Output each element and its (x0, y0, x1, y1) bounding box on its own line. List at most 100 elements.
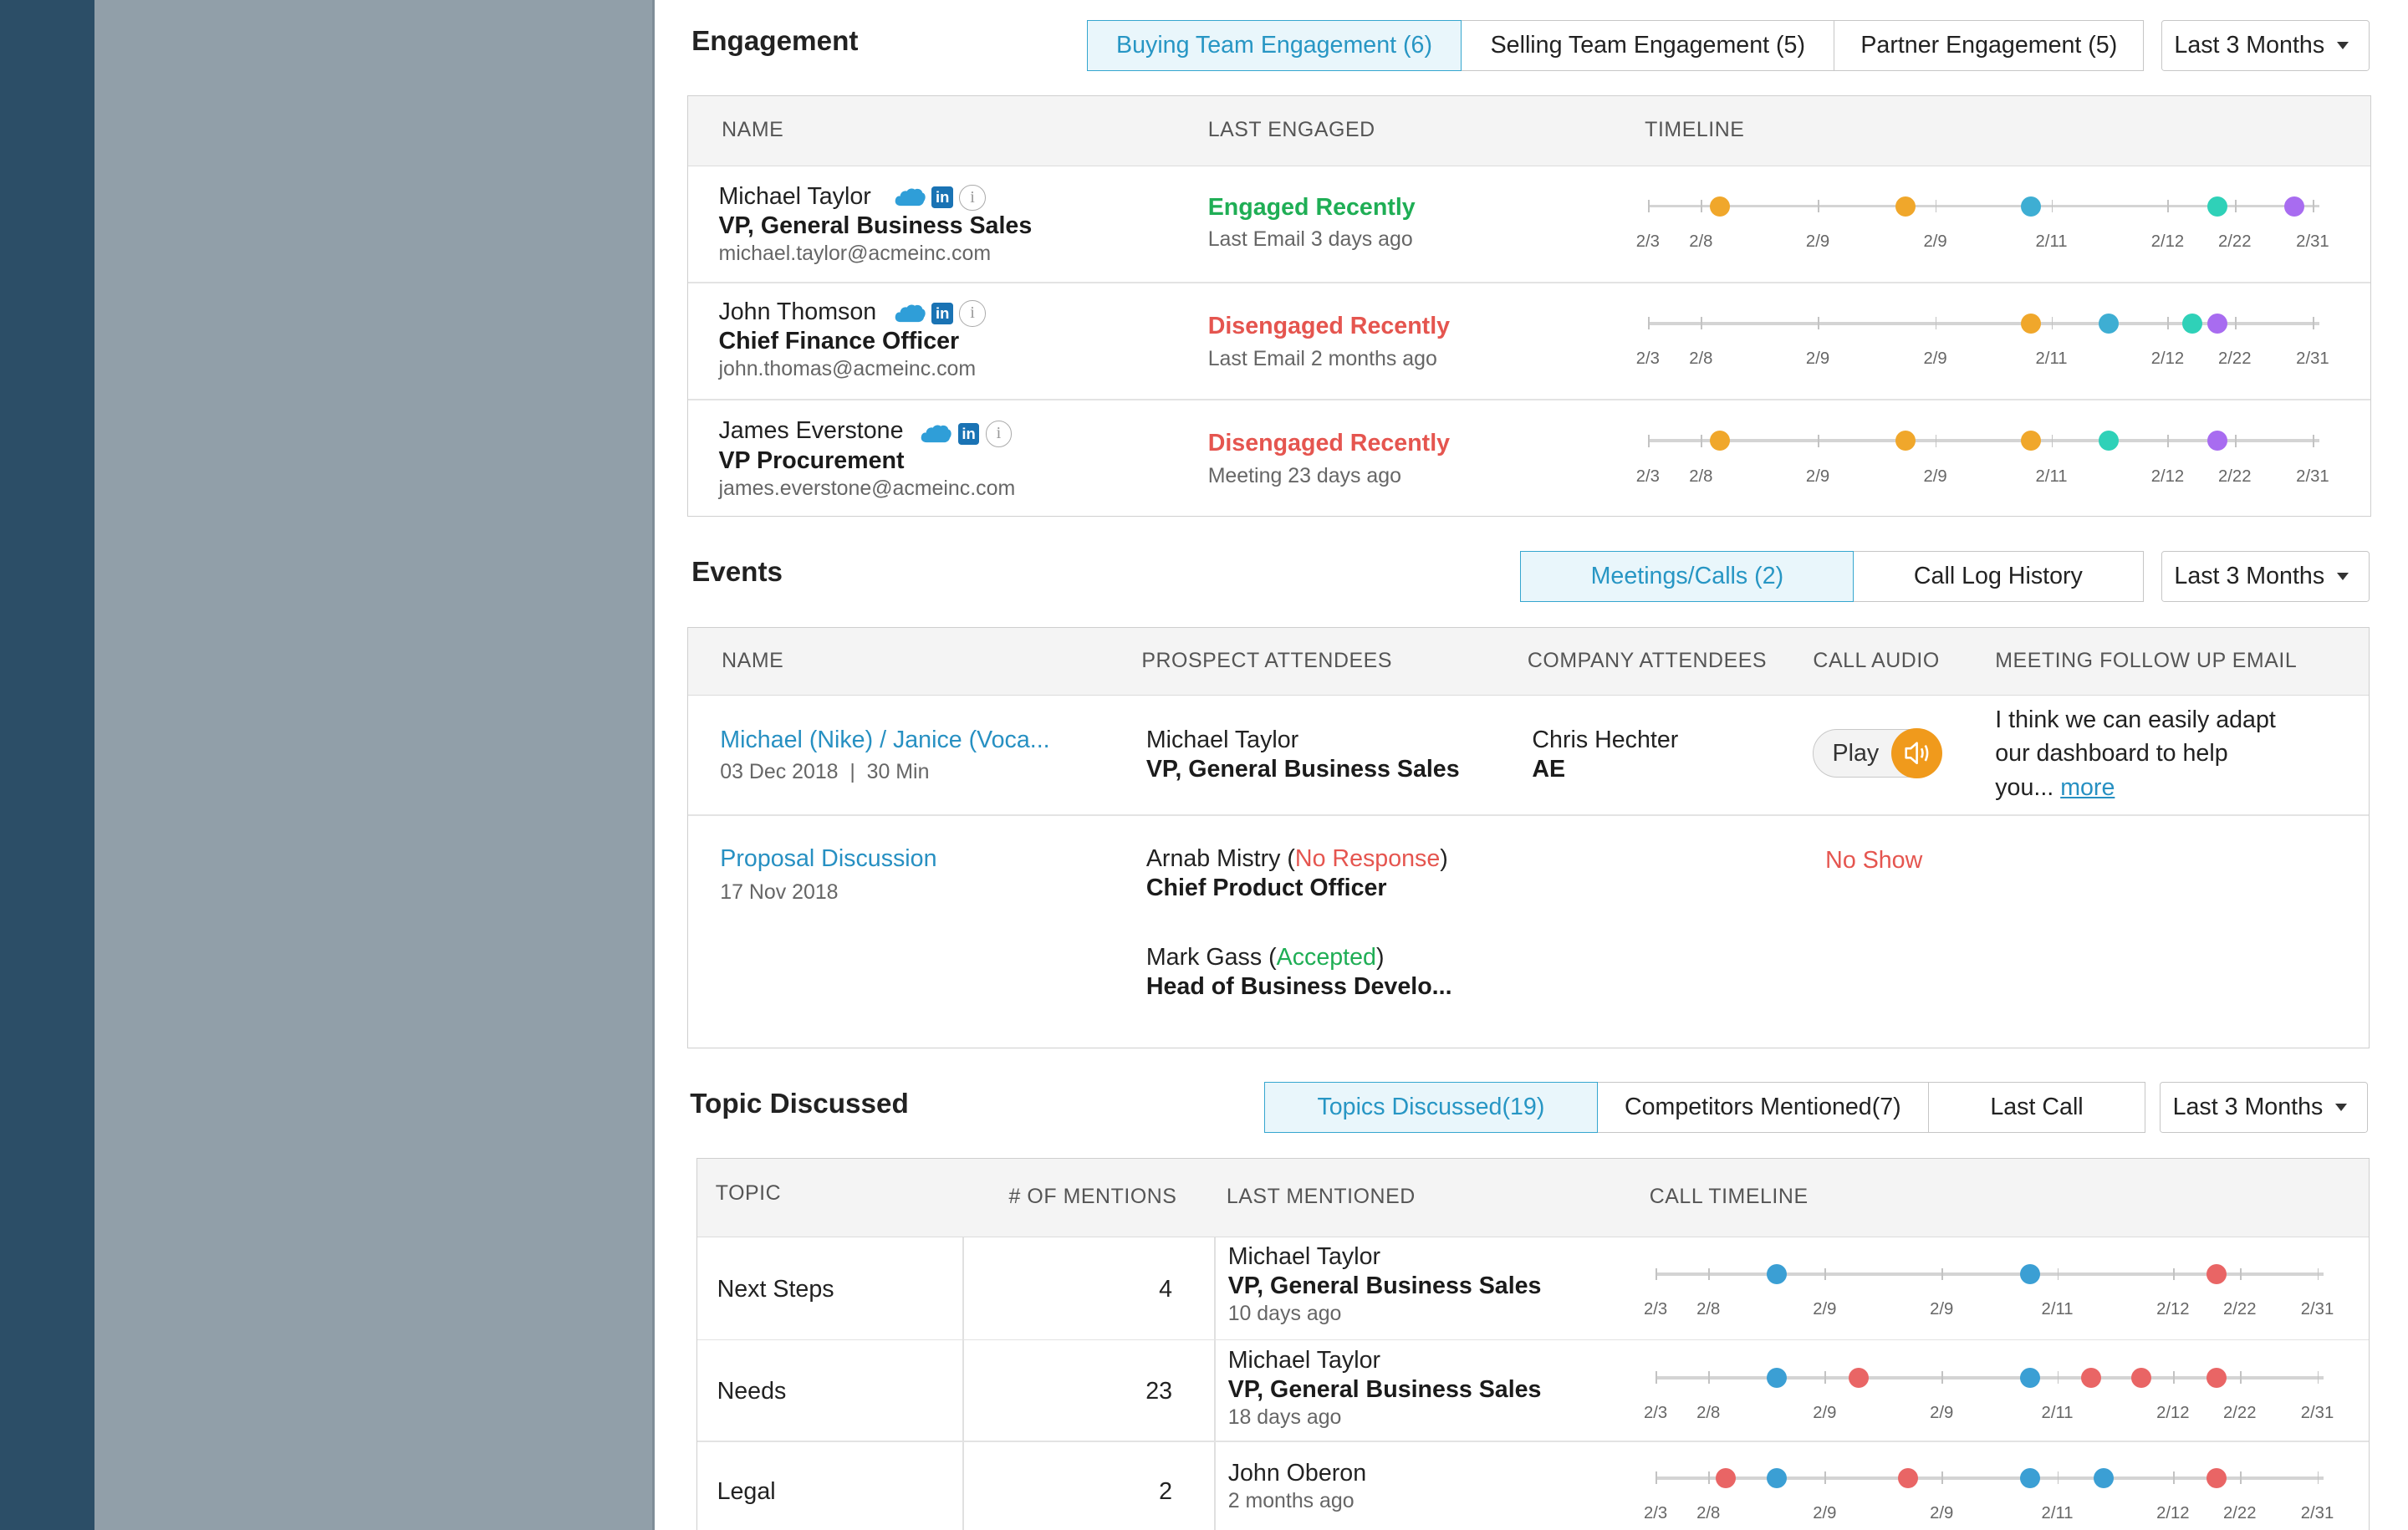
timeline-event-dot[interactable] (2206, 1264, 2227, 1285)
contact-name[interactable]: James Everstone (718, 417, 904, 445)
timeline-track (1647, 204, 2319, 208)
tab-call-log-history[interactable]: Call Log History (1852, 551, 2145, 602)
prospect-attendee: Mark Gass (Accepted) (1145, 944, 1385, 972)
timeline-event-dot[interactable] (2206, 313, 2227, 334)
timeline-tick-label: 2/11 (2041, 1300, 2074, 1319)
timeline-event-dot[interactable] (2098, 431, 2119, 451)
mentioned-when: 2 months ago (1227, 1488, 1354, 1512)
timeline-event-dot[interactable] (1898, 1467, 1919, 1488)
follow-up-email-line: I think we can easily adapt (1995, 706, 2276, 733)
timeline-event-dot[interactable] (2093, 1467, 2114, 1488)
contact-email[interactable]: john.thomas@acmeinc.com (718, 357, 977, 381)
info-icon[interactable]: i (959, 300, 986, 327)
timeline-tick (1824, 1471, 1827, 1485)
timeline-tick-label: 2/9 (1923, 349, 1947, 369)
header-last-mentioned: LAST MENTIONED (1226, 1185, 1416, 1209)
timeline-tick (1935, 200, 1937, 212)
tab-last-call[interactable]: Last Call (1927, 1082, 2146, 1134)
timeline-event-dot[interactable] (2019, 1367, 2040, 1388)
mentioned-by-title: VP, General Business Sales (1227, 1272, 1542, 1300)
caret-down-icon (2336, 41, 2349, 49)
meeting-link[interactable]: Michael (Nike) / Janice (Voca... (720, 726, 1050, 753)
timeline-event-dot[interactable] (1849, 1367, 1870, 1388)
timeline-tick (1818, 317, 1819, 330)
timeline-event-dot[interactable] (2284, 196, 2305, 217)
topic-name[interactable]: Next Steps (717, 1275, 834, 1303)
timeline-event-dot[interactable] (2098, 313, 2119, 334)
row-divider (687, 813, 2369, 816)
timeline-event-dot[interactable] (2081, 1367, 2102, 1388)
timeline-event-dot[interactable] (2182, 313, 2203, 334)
tab-selling-team[interactable]: Selling Team Engagement (5) (1460, 20, 1836, 71)
timeline-tick (2172, 1267, 2175, 1281)
timeline-tick (1818, 200, 1819, 212)
tab-competitors-mentioned[interactable]: Competitors Mentioned(7) (1595, 1082, 1930, 1134)
contact-email[interactable]: james.everstone@acmeinc.com (718, 476, 1016, 500)
speaker-icon (1890, 727, 1942, 779)
events-range-dropdown[interactable]: Last 3 Months (2161, 551, 2370, 602)
header-mentions: # OF MENTIONS (1008, 1185, 1177, 1209)
timeline-event-dot[interactable] (1709, 431, 1730, 451)
linkedin-icon[interactable]: in (931, 302, 954, 324)
timeline-event-dot[interactable] (1716, 1467, 1737, 1488)
tab-topics-discussed[interactable]: Topics Discussed(19) (1264, 1082, 1598, 1134)
header-prospect-attendees: PROSPECT ATTENDEES (1141, 649, 1392, 673)
timeline-event-dot[interactable] (1895, 196, 1916, 217)
column-divider (962, 1237, 964, 1530)
topic-name[interactable]: Needs (717, 1377, 787, 1405)
more-link[interactable]: more (2060, 773, 2115, 801)
timeline-tick-label: 2/9 (1930, 1300, 1954, 1319)
play-audio-button[interactable]: Play (1813, 727, 1942, 779)
timeline-tick (2312, 434, 2314, 447)
timeline-event-dot[interactable] (2206, 1367, 2227, 1388)
timeline-tick-label: 2/9 (1813, 1404, 1837, 1423)
header-name: NAME (722, 118, 784, 142)
timeline-tick-label: 2/12 (2150, 349, 2185, 369)
timeline-tick-label: 2/9 (1930, 1504, 1954, 1523)
engagement-range-dropdown[interactable]: Last 3 Months (2161, 20, 2370, 71)
timeline-event-dot[interactable] (2020, 196, 2041, 217)
timeline-tick-label: 2/9 (1813, 1504, 1837, 1523)
timeline-event-dot[interactable] (2020, 431, 2041, 451)
timeline-event-dot[interactable] (2019, 1467, 2040, 1488)
timeline-event-dot[interactable] (2206, 431, 2227, 451)
contact-name[interactable]: John Thomson (718, 298, 877, 326)
timeline-tick (2057, 1267, 2059, 1281)
tab-partner[interactable]: Partner Engagement (5) (1834, 20, 2145, 71)
tab-meetings-calls[interactable]: Meetings/Calls (2) (1520, 551, 1854, 602)
topic-name[interactable]: Legal (717, 1477, 776, 1505)
timeline-event-dot[interactable] (2020, 313, 2041, 334)
timeline-tick (2167, 200, 2170, 212)
salesforce-icon[interactable] (921, 424, 951, 444)
timeline-event-dot[interactable] (1766, 1367, 1787, 1388)
timeline-event-dot[interactable] (1766, 1467, 1787, 1488)
tab-buying-team[interactable]: Buying Team Engagement (6) (1086, 20, 1462, 71)
timeline-event-dot[interactable] (2019, 1264, 2040, 1285)
timeline-tick (2312, 200, 2314, 212)
timeline-event-dot[interactable] (1895, 431, 1916, 451)
prospect-title: Head of Business Develo... (1145, 973, 1452, 1001)
topics-range-dropdown[interactable]: Last 3 Months (2159, 1082, 2369, 1134)
info-icon[interactable]: i (985, 421, 1013, 447)
salesforce-icon[interactable] (895, 303, 926, 324)
timeline-tick-label: 2/12 (2150, 467, 2185, 486)
linkedin-icon[interactable]: in (957, 422, 980, 445)
timeline-event-dot[interactable] (2206, 196, 2227, 217)
contact-email[interactable]: michael.taylor@acmeinc.com (718, 241, 992, 265)
header-last-engaged: LAST ENGAGED (1207, 118, 1375, 142)
timeline-tick (2172, 1471, 2175, 1485)
timeline-tick-label: 2/22 (2223, 1300, 2257, 1319)
timeline-event-dot[interactable] (2206, 1467, 2227, 1488)
meeting-link[interactable]: Proposal Discussion (720, 844, 937, 872)
timeline-event-dot[interactable] (1766, 1264, 1787, 1285)
timeline-event-dot[interactable] (1709, 196, 1730, 217)
salesforce-icon[interactable] (895, 187, 926, 207)
timeline-tick (2051, 200, 2053, 212)
timeline-tick-label: 2/3 (1643, 1300, 1668, 1319)
contact-name[interactable]: Michael Taylor (718, 182, 871, 210)
timeline-event-dot[interactable] (2131, 1367, 2152, 1388)
linkedin-icon[interactable]: in (931, 186, 954, 209)
info-icon[interactable]: i (959, 184, 986, 212)
timeline-tick (2234, 434, 2237, 447)
range-label: Last 3 Months (2174, 31, 2325, 59)
